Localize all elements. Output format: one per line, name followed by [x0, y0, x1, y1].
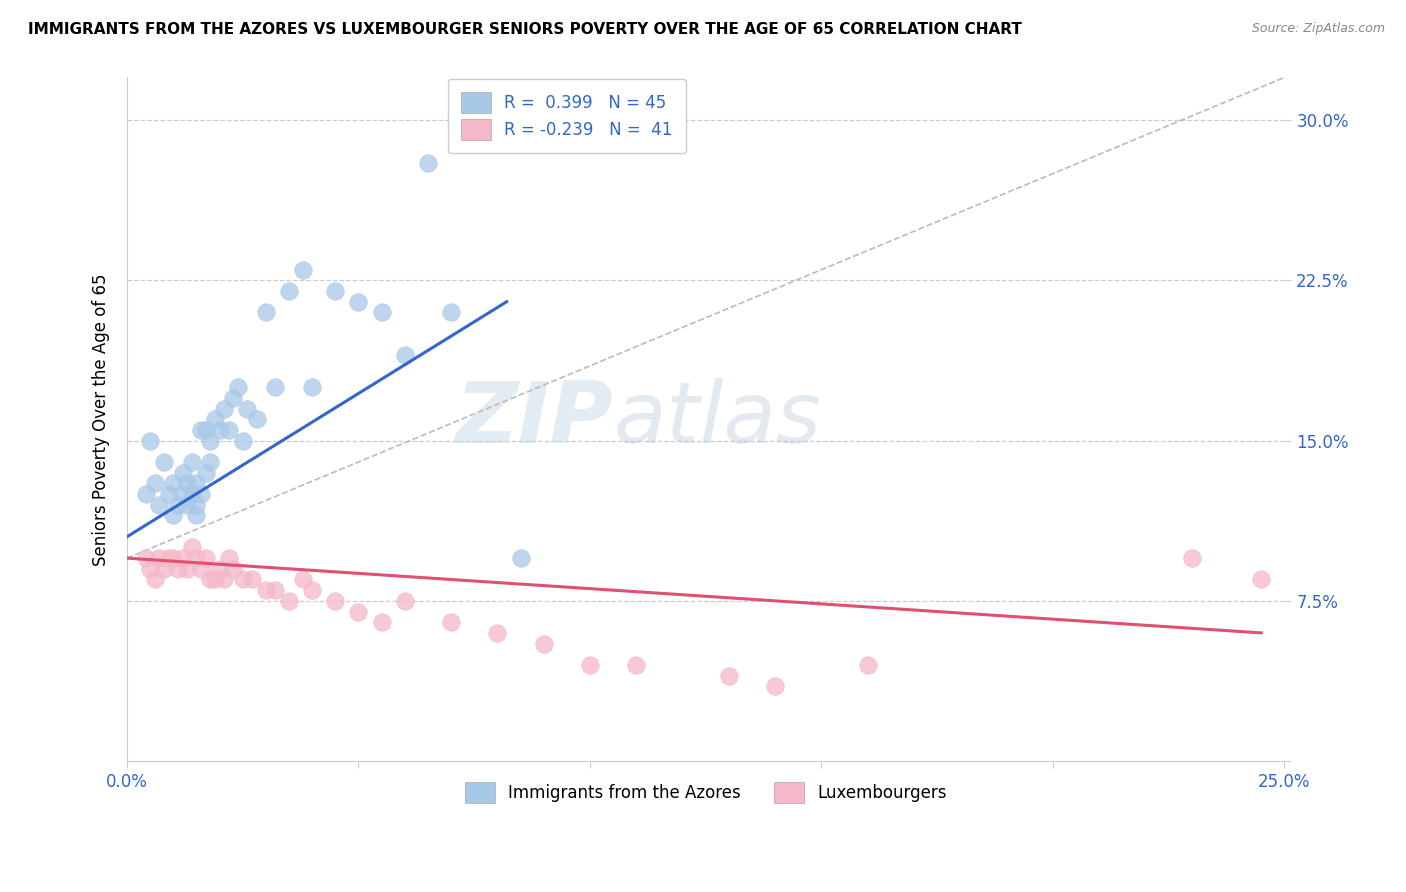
Point — [167, 562, 190, 576]
Point — [246, 412, 269, 426]
Point — [148, 551, 170, 566]
Point — [440, 615, 463, 630]
Point — [153, 455, 176, 469]
Text: IMMIGRANTS FROM THE AZORES VS LUXEMBOURGER SENIORS POVERTY OVER THE AGE OF 65 CO: IMMIGRANTS FROM THE AZORES VS LUXEMBOURG… — [28, 22, 1022, 37]
Point — [218, 551, 240, 566]
Point — [153, 562, 176, 576]
Point — [186, 551, 208, 566]
Point — [236, 401, 259, 416]
Point — [200, 455, 222, 469]
Point — [579, 657, 602, 672]
Point — [172, 487, 194, 501]
Point — [180, 455, 202, 469]
Point — [416, 156, 439, 170]
Point — [222, 562, 245, 576]
Point — [143, 476, 166, 491]
Point — [200, 573, 222, 587]
Point — [139, 562, 162, 576]
Point — [370, 305, 392, 319]
Point — [157, 551, 180, 566]
Point — [212, 401, 235, 416]
Point — [180, 487, 202, 501]
Point — [176, 498, 198, 512]
Point — [186, 498, 208, 512]
Point — [162, 551, 184, 566]
Point — [162, 508, 184, 523]
Point — [301, 380, 323, 394]
Point — [347, 605, 370, 619]
Point — [204, 412, 226, 426]
Point — [190, 487, 212, 501]
Point — [856, 657, 879, 672]
Point — [143, 573, 166, 587]
Point — [301, 583, 323, 598]
Point — [347, 294, 370, 309]
Point — [194, 551, 217, 566]
Point — [232, 573, 254, 587]
Point — [533, 636, 555, 650]
Point — [1250, 573, 1272, 587]
Point — [157, 487, 180, 501]
Point — [291, 573, 314, 587]
Point — [218, 423, 240, 437]
Point — [323, 284, 346, 298]
Point — [278, 284, 301, 298]
Point — [194, 423, 217, 437]
Point — [208, 562, 231, 576]
Point — [172, 466, 194, 480]
Text: atlas: atlas — [613, 377, 821, 461]
Point — [370, 615, 392, 630]
Point — [1181, 551, 1204, 566]
Point — [148, 498, 170, 512]
Point — [394, 348, 416, 362]
Point — [208, 423, 231, 437]
Legend: Immigrants from the Azores, Luxembourgers: Immigrants from the Azores, Luxembourger… — [453, 771, 959, 814]
Point — [139, 434, 162, 448]
Point — [200, 434, 222, 448]
Point — [291, 262, 314, 277]
Point — [763, 679, 786, 693]
Point — [254, 583, 277, 598]
Text: Source: ZipAtlas.com: Source: ZipAtlas.com — [1251, 22, 1385, 36]
Point — [486, 626, 509, 640]
Point — [190, 423, 212, 437]
Point — [264, 380, 287, 394]
Point — [176, 562, 198, 576]
Point — [717, 668, 740, 682]
Point — [509, 551, 531, 566]
Point — [440, 305, 463, 319]
Point — [134, 487, 156, 501]
Point — [186, 476, 208, 491]
Point — [232, 434, 254, 448]
Point — [176, 476, 198, 491]
Point — [134, 551, 156, 566]
Point — [172, 551, 194, 566]
Point — [212, 573, 235, 587]
Point — [226, 380, 249, 394]
Point — [186, 508, 208, 523]
Point — [167, 498, 190, 512]
Text: ZIP: ZIP — [456, 377, 613, 461]
Point — [254, 305, 277, 319]
Point — [264, 583, 287, 598]
Point — [190, 562, 212, 576]
Point — [194, 466, 217, 480]
Point — [222, 391, 245, 405]
Point — [180, 541, 202, 555]
Point — [204, 573, 226, 587]
Point — [162, 476, 184, 491]
Point — [240, 573, 263, 587]
Point — [323, 594, 346, 608]
Point — [394, 594, 416, 608]
Point — [626, 657, 648, 672]
Point — [278, 594, 301, 608]
Y-axis label: Seniors Poverty Over the Age of 65: Seniors Poverty Over the Age of 65 — [93, 273, 110, 566]
